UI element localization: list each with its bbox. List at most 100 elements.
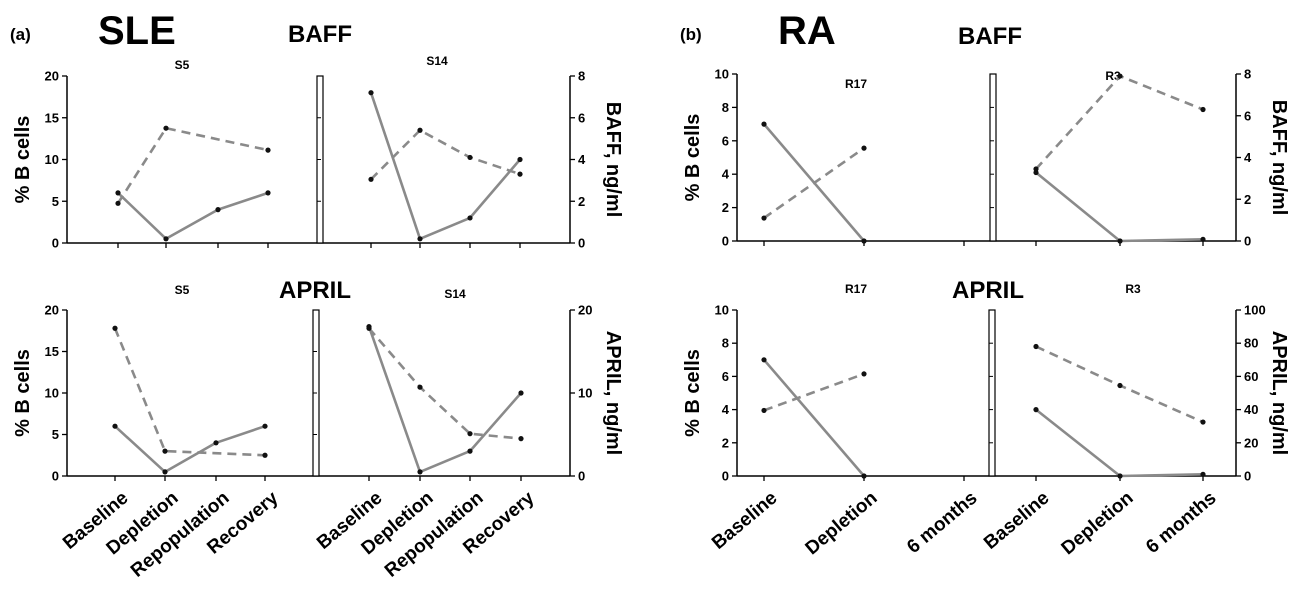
ra-baff-right-axis-title: BAFF, ng/ml — [1268, 100, 1290, 216]
ra-april-category-label: 6 months — [903, 488, 981, 558]
sle-baff-s5-dashed-series-line — [116, 126, 269, 205]
ra-baff-left-label: R17 — [845, 77, 867, 91]
ra-april-category-label: 6 months — [1142, 488, 1220, 558]
ra-april-category-label: Depletion — [1058, 488, 1138, 560]
sle-baff-s5-solid-data-point — [265, 190, 271, 196]
panel-a-letter: (a) — [10, 25, 31, 44]
ra-april-r17-solid-data-point — [761, 357, 767, 363]
sle-baff-s14-dashed-series-line — [370, 129, 521, 181]
sle-baff-right-tick-label: 6 — [578, 110, 585, 125]
sle-april-s14-dashed-data-point — [366, 325, 372, 331]
ra-april-r3-dashed-data-point — [1033, 343, 1039, 350]
ra-baff-r17-solid-data-point — [761, 121, 767, 127]
sle-april-s14-dashed-data-point — [467, 431, 473, 437]
sle-april-s14-solid-series-line — [367, 326, 522, 474]
ra-april-left-tick-label: 8 — [722, 336, 729, 351]
sle-april-right-axis-title: APRIL, ng/ml — [602, 331, 624, 455]
ra-april-left-tick-label: 0 — [722, 469, 729, 484]
sle-april-s5-dashed-data-point — [162, 448, 168, 454]
sle-baff-s5-dashed-data-point — [265, 147, 271, 153]
sle-baff-right-tick-label: 0 — [578, 236, 585, 251]
ra-april-r3-dashed-data-point — [1117, 382, 1123, 389]
ra-april-r17-solid-data-point — [861, 473, 867, 479]
ra-april-r3-solid-data-point — [1033, 407, 1039, 413]
ra-april-right-tick-label: 0 — [1244, 469, 1251, 484]
sle-april-left-label: S5 — [175, 283, 190, 297]
sle-baff-s14-dashed-data-point — [417, 127, 423, 133]
sle-baff-left-tick-label: 20 — [45, 69, 59, 84]
sle-baff-s14-solid-data-point — [467, 215, 473, 221]
ra-baff-left-tick-label: 10 — [715, 67, 729, 82]
sle-april-s5-solid-data-point — [162, 469, 168, 475]
ra-april-right-tick-label: 80 — [1244, 336, 1258, 351]
ra-baff-r17-dashed-data-point — [861, 145, 867, 151]
sle-baff-s14-solid-data-point — [417, 236, 423, 242]
ra-baff-row-title: BAFF — [958, 23, 1022, 50]
ra-april-r17-solid-series-line — [763, 358, 865, 477]
ra-april-r3-solid-series-line — [1035, 408, 1204, 478]
ra-baff-r3-solid-data-point — [1200, 236, 1206, 242]
ra-april-left-tick-label: 10 — [715, 303, 729, 318]
sle-april-s5-dashed-series-line — [113, 327, 266, 457]
sle-april-right-tick-label: 20 — [578, 303, 592, 318]
ra-april-r3-dashed-data-point — [1200, 419, 1206, 425]
sle-april-row-title: APRIL — [279, 277, 351, 304]
ra-april-r17-dashed-data-point — [761, 407, 767, 414]
sle-baff-s14-dashed-data-point — [368, 176, 374, 182]
sle-baff-s14-solid-data-point — [368, 90, 374, 96]
sle-baff-s5-solid-data-point — [115, 190, 121, 196]
ra-baff-r3-dashed-data-point — [1033, 166, 1039, 172]
sle-april-s5-solid-series-line — [114, 424, 266, 474]
ra-baff-left-tick-label: 8 — [722, 100, 729, 115]
sle-baff-left-tick-label: 15 — [45, 110, 59, 125]
sle-april-s14-dashed-data-point — [417, 384, 423, 390]
ra-april-category-label: Depletion — [802, 488, 882, 560]
sle-baff-s5-solid-data-point — [215, 207, 221, 213]
sle-baff-s14-solid-data-point — [517, 156, 523, 163]
sle-baff-right-label: S14 — [426, 54, 448, 68]
panel-b-letter: (b) — [680, 25, 702, 44]
sle-april-right-tick-label: 0 — [578, 469, 585, 484]
ra-baff-r3-solid-series-line — [1035, 171, 1204, 243]
ra-april-category-label: Baseline — [980, 488, 1053, 554]
ra-baff-r17-solid-data-point — [861, 238, 867, 244]
ra-april-right-tick-label: 20 — [1244, 435, 1258, 450]
ra-april-left-tick-label: 2 — [722, 435, 729, 450]
sle-baff-left-axis-title: % B cells — [12, 116, 34, 204]
ra-baff-r3-dashed-data-point — [1117, 73, 1123, 79]
ra-april-right-axis-title: APRIL, ng/ml — [1268, 331, 1290, 455]
sle-baff-left-tick-label: 10 — [45, 152, 59, 167]
ra-baff-left-axis-title: % B cells — [682, 114, 704, 202]
ra-april-right-tick-label: 60 — [1244, 369, 1258, 384]
sle-baff-right-tick-label: 8 — [578, 69, 585, 84]
sle-april-s14-dashed-data-point — [518, 436, 524, 442]
ra-baff-right-tick-label: 6 — [1244, 108, 1251, 123]
ra-april-right-tick-label: 100 — [1244, 303, 1266, 318]
sle-baff-s5-solid-series-line — [117, 191, 269, 241]
sle-baff-s5-solid-data-point — [163, 236, 169, 242]
sle-april-left-tick-label: 0 — [52, 469, 59, 484]
ra-april-row-title: APRIL — [952, 277, 1024, 304]
sle-baff-s5-dashed-data-point — [163, 125, 169, 131]
sle-april-right-label: S14 — [444, 287, 466, 301]
ra-baff-r17-dashed-data-point — [761, 215, 767, 221]
ra-april-axis-break — [988, 309, 996, 477]
ra-baff-right-tick-label: 8 — [1244, 67, 1251, 82]
sle-april-s5-solid-data-point — [213, 440, 219, 446]
sle-april-left-tick-label: 15 — [45, 344, 59, 359]
sle-april-left-tick-label: 5 — [52, 427, 59, 442]
sle-baff-right-axis-title: BAFF, ng/ml — [602, 102, 624, 218]
sle-april-right-tick-label: 10 — [578, 386, 592, 401]
ra-april-right-label: R3 — [1125, 282, 1141, 296]
sle-april-left-tick-label: 20 — [45, 303, 59, 318]
ra-april-left-tick-label: 6 — [722, 369, 729, 384]
sle-april-s14-solid-data-point — [467, 448, 473, 454]
panel-a-title: SLE — [98, 9, 176, 53]
sle-april-s5-dashed-data-point — [262, 452, 268, 458]
ra-baff-left-tick-label: 0 — [722, 234, 729, 249]
sle-april-s5-solid-data-point — [112, 423, 118, 429]
sle-baff-row-title: BAFF — [288, 21, 352, 48]
sle-april-s14-solid-data-point — [518, 390, 524, 396]
